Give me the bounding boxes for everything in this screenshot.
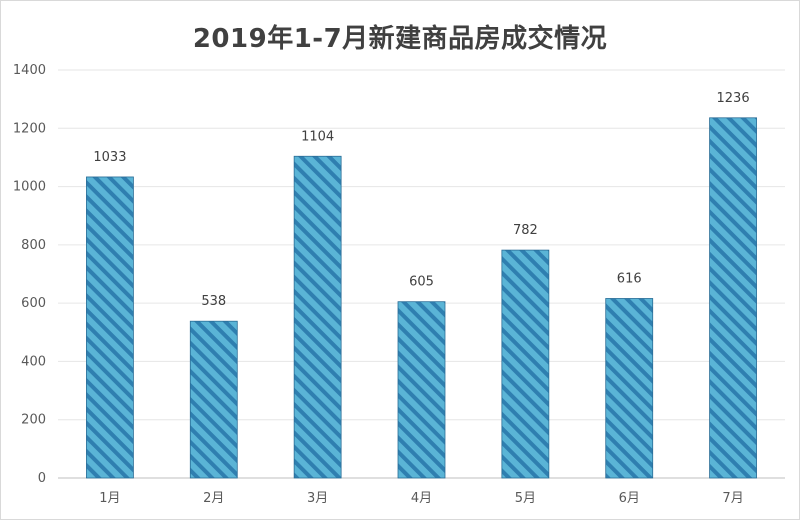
y-tick-label: 800 xyxy=(21,238,46,253)
x-tick-label: 1月 xyxy=(99,491,120,506)
data-label: 782 xyxy=(513,223,538,238)
data-label: 1033 xyxy=(93,150,126,165)
y-tick-label: 0 xyxy=(38,471,46,486)
bars xyxy=(86,117,757,479)
y-tick-label: 1200 xyxy=(13,121,46,136)
y-tick-label: 400 xyxy=(21,354,46,369)
data-label: 1236 xyxy=(717,91,750,106)
bar xyxy=(709,117,757,479)
x-tick-label: 7月 xyxy=(722,491,743,506)
x-tick-label: 4月 xyxy=(411,491,432,506)
bar xyxy=(397,301,446,479)
bar xyxy=(189,320,238,479)
data-labels: 1033 538 1104 605 782 616 1236 xyxy=(93,91,749,309)
x-tick-label: 3月 xyxy=(307,491,328,506)
y-tick-label: 600 xyxy=(21,296,46,311)
chart-title: 2019年1-7月新建商品房成交情况 xyxy=(192,24,608,54)
y-tick-label: 1400 xyxy=(13,63,46,78)
data-label: 538 xyxy=(201,294,226,309)
bar xyxy=(86,176,134,479)
data-label: 1104 xyxy=(301,129,334,144)
bar xyxy=(501,249,550,479)
x-tick-label: 5月 xyxy=(515,491,536,506)
bar xyxy=(605,298,654,479)
data-label: 616 xyxy=(617,271,642,286)
y-axis: 0 200 400 600 800 1000 1200 1400 xyxy=(13,63,46,486)
bar xyxy=(293,155,342,479)
x-tick-label: 2月 xyxy=(203,491,224,506)
x-axis: 1月 2月 3月 4月 5月 6月 7月 xyxy=(99,491,743,506)
data-label: 605 xyxy=(409,275,434,290)
x-tick-label: 6月 xyxy=(619,491,640,506)
y-tick-label: 1000 xyxy=(13,180,46,195)
y-tick-label: 200 xyxy=(21,413,46,428)
